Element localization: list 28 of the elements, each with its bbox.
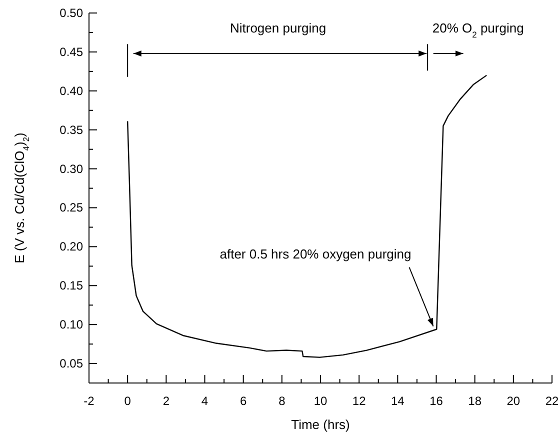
y-tick-label: 0.40 [60,84,84,98]
x-tick-label: 6 [240,394,247,408]
x-tick-label: 20 [506,394,520,408]
x-tick-label: 4 [201,394,208,408]
annotation: after 0.5 hrs 20% oxygen purging [220,246,412,262]
x-axis-title: Time (hrs) [291,417,350,432]
x-tick-label: 12 [352,394,366,408]
y-tick-label: 0.30 [60,162,84,176]
x-tick-label: 16 [430,394,444,408]
x-tick-label: 18 [468,394,482,408]
line-series [126,74,488,358]
y-tick-label: 0.45 [60,44,84,59]
y-tick-label: 0.35 [60,122,84,137]
y-tick-label: 0.20 [60,240,84,254]
x-tick-label: -2 [84,394,95,408]
x-tick-label: 22 [545,394,558,408]
annotation: 20% O$_{2}$ purging [432,20,524,40]
x-tick-label: 2 [162,394,170,408]
x-tick-label: 8 [278,394,286,408]
y-tick-label: 0.50 [60,6,84,20]
x-tick-label: 10 [314,394,328,408]
y-tick-label: 0.05 [60,356,84,371]
y-tick-label: 0.10 [60,318,84,332]
y-tick-label: 0.15 [60,278,84,293]
x-tick-label: 14 [390,394,405,408]
x-tick-label: 0 [124,394,132,408]
y-tick-label: 0.25 [60,200,84,215]
annotation: Nitrogen purging [230,20,326,36]
